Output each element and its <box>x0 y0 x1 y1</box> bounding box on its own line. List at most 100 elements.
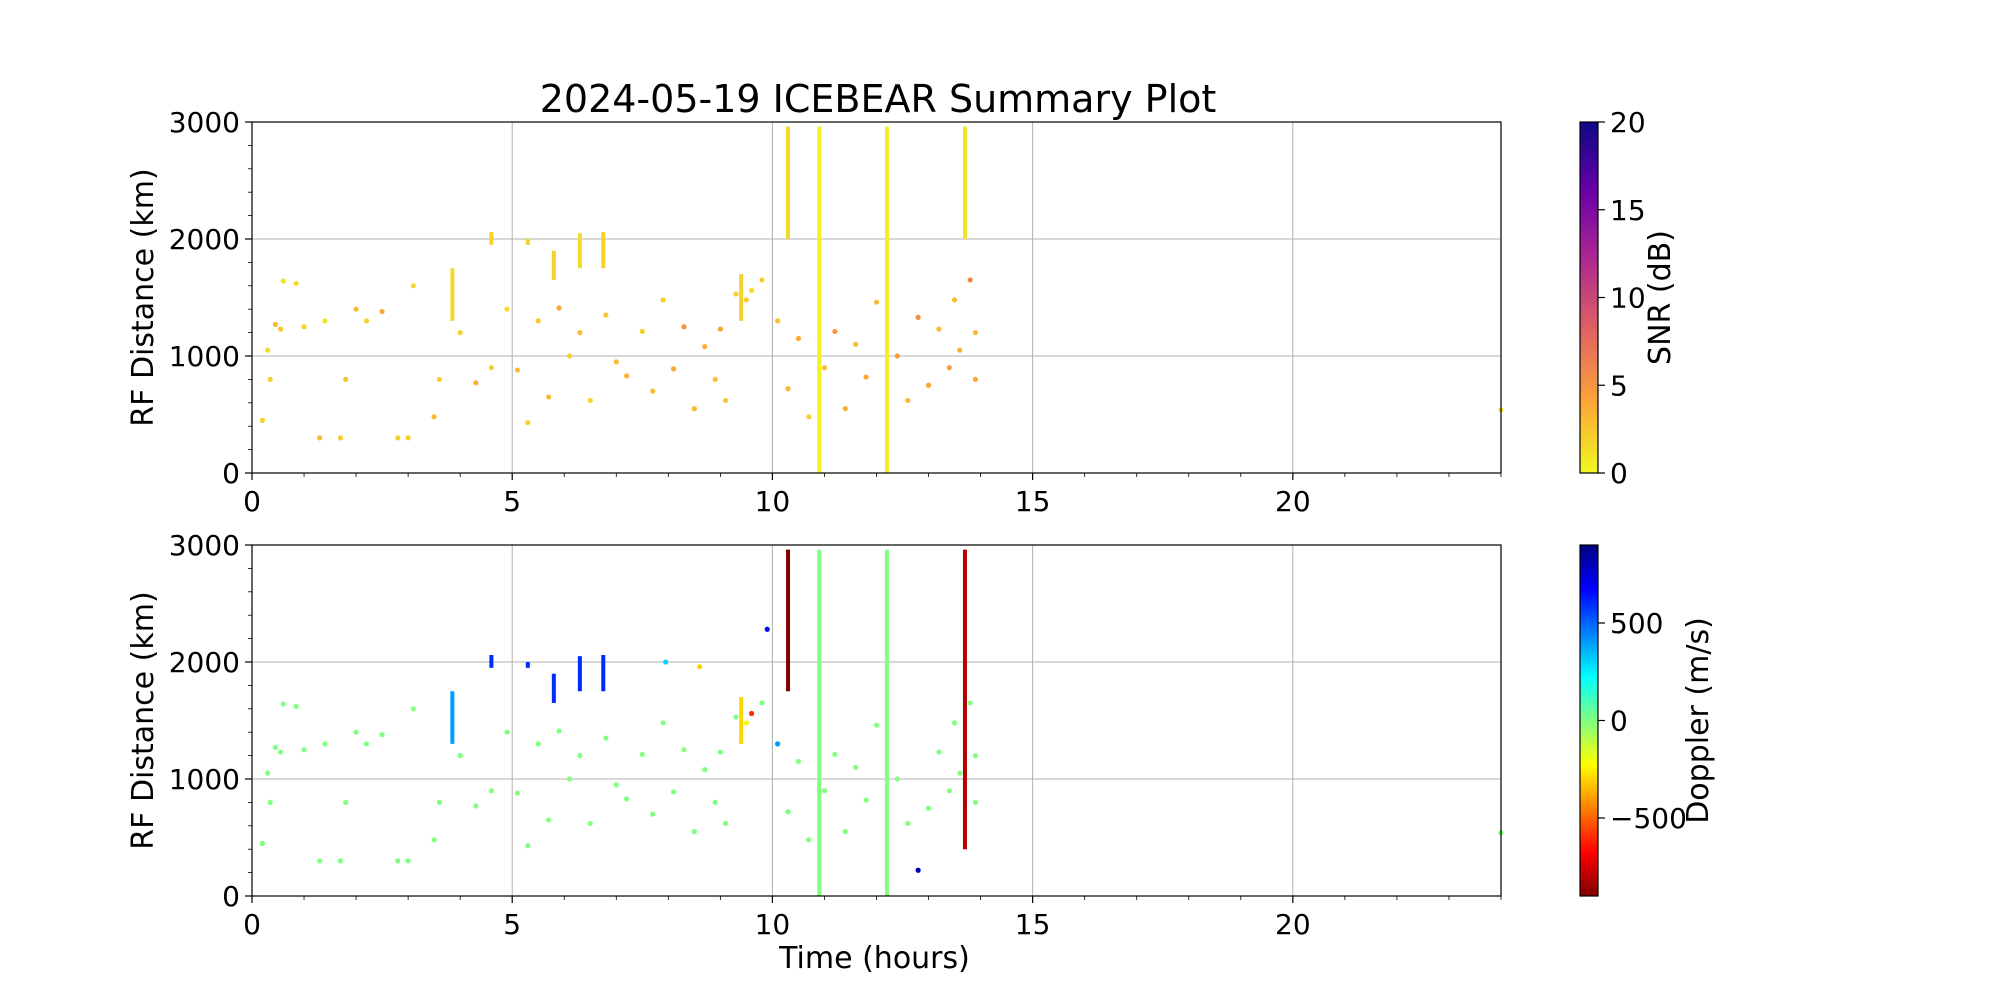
echo-point <box>691 829 697 835</box>
echo-point <box>785 809 791 815</box>
echo-point <box>265 770 271 776</box>
echo-point <box>272 744 279 751</box>
echo-point <box>322 318 328 324</box>
echo-point <box>363 318 370 324</box>
echo-point <box>556 305 562 311</box>
echo-point <box>504 729 510 735</box>
echo-point <box>535 741 541 747</box>
echo-point <box>301 324 307 330</box>
echo-point <box>743 297 749 303</box>
echo-point <box>504 306 510 312</box>
echo-point <box>624 796 630 802</box>
echo-point <box>925 382 932 388</box>
echo-point <box>259 417 266 423</box>
y-tick-label: 2000 <box>169 646 240 679</box>
echo-point <box>546 394 552 400</box>
echo-point <box>353 306 359 312</box>
echo-point <box>405 435 411 441</box>
echo-point <box>379 308 385 315</box>
colorbar-tick-label: 10 <box>1610 282 1646 315</box>
colorbar-tick-label: 15 <box>1610 194 1646 227</box>
y-tick-label: 1000 <box>169 763 240 796</box>
echo-point <box>431 837 437 843</box>
x-tick-label: 5 <box>503 485 521 518</box>
x-axis-label: Time (hours) <box>778 941 970 976</box>
echo-point <box>566 353 573 359</box>
echo-point <box>806 837 812 843</box>
echo-point <box>457 753 463 759</box>
echo-point <box>272 321 279 328</box>
figure-title: 2024-05-19 ICEBEAR Summary Plot <box>540 77 1217 121</box>
echo-point <box>660 297 666 303</box>
echo-point <box>972 376 978 382</box>
echo-point <box>873 722 880 728</box>
echo-point <box>410 706 416 712</box>
echo-point <box>660 720 666 726</box>
echo-point <box>842 406 848 412</box>
axes-frame <box>251 121 1502 474</box>
echo-point <box>951 720 958 726</box>
x-tick-label: 15 <box>1015 485 1051 518</box>
colorbar-label: Doppler (m/s) <box>1681 617 1716 824</box>
echo-point <box>556 728 562 734</box>
echo-point <box>267 799 273 806</box>
echo-point <box>293 703 299 710</box>
echo-point <box>957 770 963 776</box>
echo-point <box>514 367 521 373</box>
echo-point <box>795 335 802 342</box>
echo-point <box>967 700 973 706</box>
y-tick-label: 3000 <box>169 529 240 562</box>
echo-point <box>280 701 286 707</box>
y-tick-label: 0 <box>222 457 240 490</box>
colorbar-tick-label: 0 <box>1610 457 1628 490</box>
echo-point <box>946 788 952 794</box>
echo-point <box>873 299 880 305</box>
echo-point <box>259 840 266 846</box>
echo-point <box>566 776 573 782</box>
x-tick-label: 10 <box>755 485 791 518</box>
echo-point <box>863 797 869 803</box>
echo-point <box>436 799 442 806</box>
echo-point <box>363 741 370 747</box>
echo-point <box>353 729 359 735</box>
echo-point <box>265 347 271 353</box>
echo-point <box>431 414 437 420</box>
echo-point <box>717 326 723 332</box>
echo-point <box>670 366 677 372</box>
colorbar-tick-label: 20 <box>1610 106 1646 139</box>
echo-point <box>514 790 521 796</box>
echo-point <box>832 328 838 335</box>
echo-point <box>681 747 687 753</box>
x-tick-label: 10 <box>755 908 791 941</box>
echo-point <box>436 376 442 382</box>
echo-point <box>525 843 531 849</box>
echo-point <box>733 291 739 297</box>
echo-point <box>587 397 593 404</box>
echo-point <box>681 324 687 330</box>
echo-point <box>613 782 619 788</box>
echo-point <box>702 344 708 350</box>
echo-point <box>457 330 463 336</box>
echo-point <box>410 283 416 289</box>
echo-point <box>712 376 718 382</box>
echo-point <box>343 376 349 382</box>
colorbar-tick-label: 5 <box>1610 369 1628 402</box>
colorbar-tick-label: 500 <box>1610 607 1663 640</box>
echo-point <box>317 858 323 864</box>
echo-point <box>863 374 869 380</box>
echo-point <box>473 380 479 386</box>
echo-point <box>795 758 802 765</box>
echo-point <box>278 749 284 755</box>
echo-point <box>405 858 411 864</box>
echo-point <box>577 330 583 336</box>
echo-point <box>395 435 401 441</box>
echo-point <box>972 799 978 806</box>
x-tick-label: 15 <box>1015 908 1051 941</box>
echo-point <box>936 326 942 332</box>
colorbar-tick-label: −500 <box>1610 802 1687 835</box>
echo-point <box>395 858 401 864</box>
echo-point <box>546 817 552 823</box>
x-tick-label: 0 <box>243 908 261 941</box>
